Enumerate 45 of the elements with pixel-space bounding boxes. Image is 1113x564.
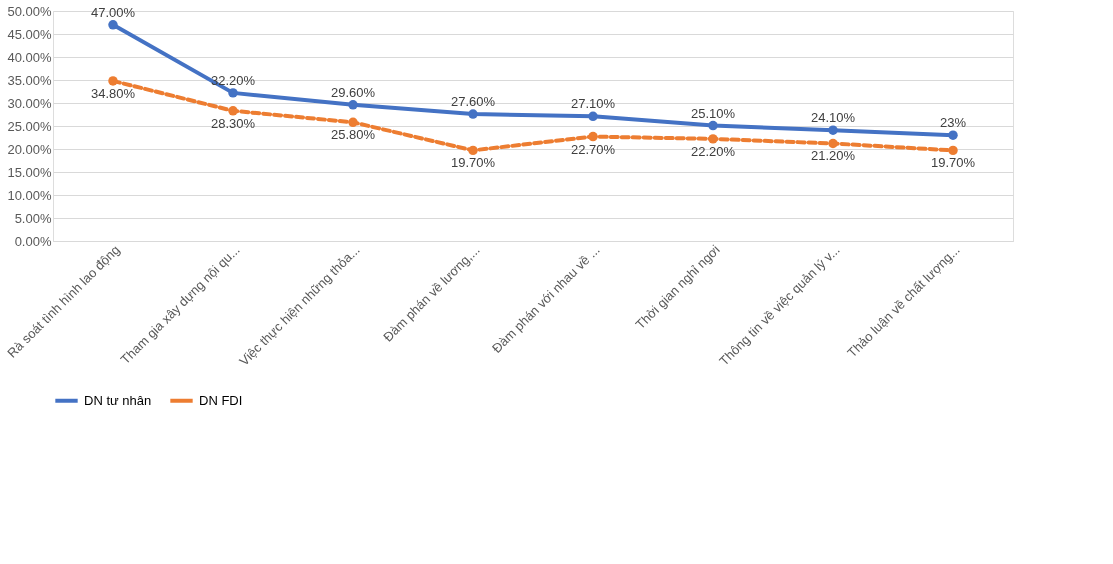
- data-label: 25.10%: [690, 105, 736, 121]
- y-tick-label: 40.00%: [7, 49, 52, 65]
- point: [948, 145, 958, 156]
- data-label: 25.80%: [330, 127, 376, 143]
- data-label: 29.60%: [330, 84, 376, 100]
- point: [228, 88, 238, 98]
- point: [348, 117, 358, 128]
- point: [588, 131, 598, 142]
- point: [708, 120, 718, 131]
- legend-label: DN FDI: [199, 392, 243, 408]
- data-label: 19.70%: [930, 155, 976, 171]
- y-tick-label: 35.00%: [7, 72, 52, 88]
- point: [228, 106, 238, 116]
- legend-label: DN tư nhân: [84, 392, 152, 408]
- y-tick-label: 20.00%: [7, 141, 52, 157]
- point: [108, 20, 118, 30]
- point: [468, 145, 478, 156]
- point: [468, 109, 478, 119]
- data-label: 47.00%: [90, 4, 136, 20]
- data-label: 22.70%: [570, 141, 616, 157]
- point: [348, 100, 358, 110]
- y-tick-label: 50.00%: [7, 3, 52, 19]
- point: [828, 138, 838, 149]
- point: [708, 134, 718, 144]
- data-label: 28.30%: [210, 115, 256, 131]
- point: [588, 111, 598, 122]
- data-label: 27.60%: [450, 94, 496, 110]
- data-label: 34.80%: [90, 85, 136, 101]
- point: [948, 130, 958, 140]
- y-tick-label: 30.00%: [7, 95, 52, 111]
- data-label: 24.10%: [810, 110, 856, 126]
- data-label: 22.20%: [690, 143, 736, 159]
- data-label: 21.20%: [810, 148, 856, 164]
- point: [828, 125, 838, 135]
- data-label: 27.10%: [570, 96, 616, 112]
- y-tick-label: 5.00%: [14, 210, 52, 226]
- y-tick-label: 0.00%: [14, 233, 52, 249]
- point: [108, 76, 118, 86]
- data-label: 19.70%: [450, 155, 496, 171]
- y-tick-label: 45.00%: [7, 26, 52, 42]
- data-label: 32.20%: [210, 72, 256, 88]
- y-tick-label: 25.00%: [7, 118, 52, 134]
- y-tick-label: 15.00%: [7, 164, 52, 180]
- data-label: 23%: [939, 115, 967, 131]
- y-tick-label: 10.00%: [7, 187, 52, 203]
